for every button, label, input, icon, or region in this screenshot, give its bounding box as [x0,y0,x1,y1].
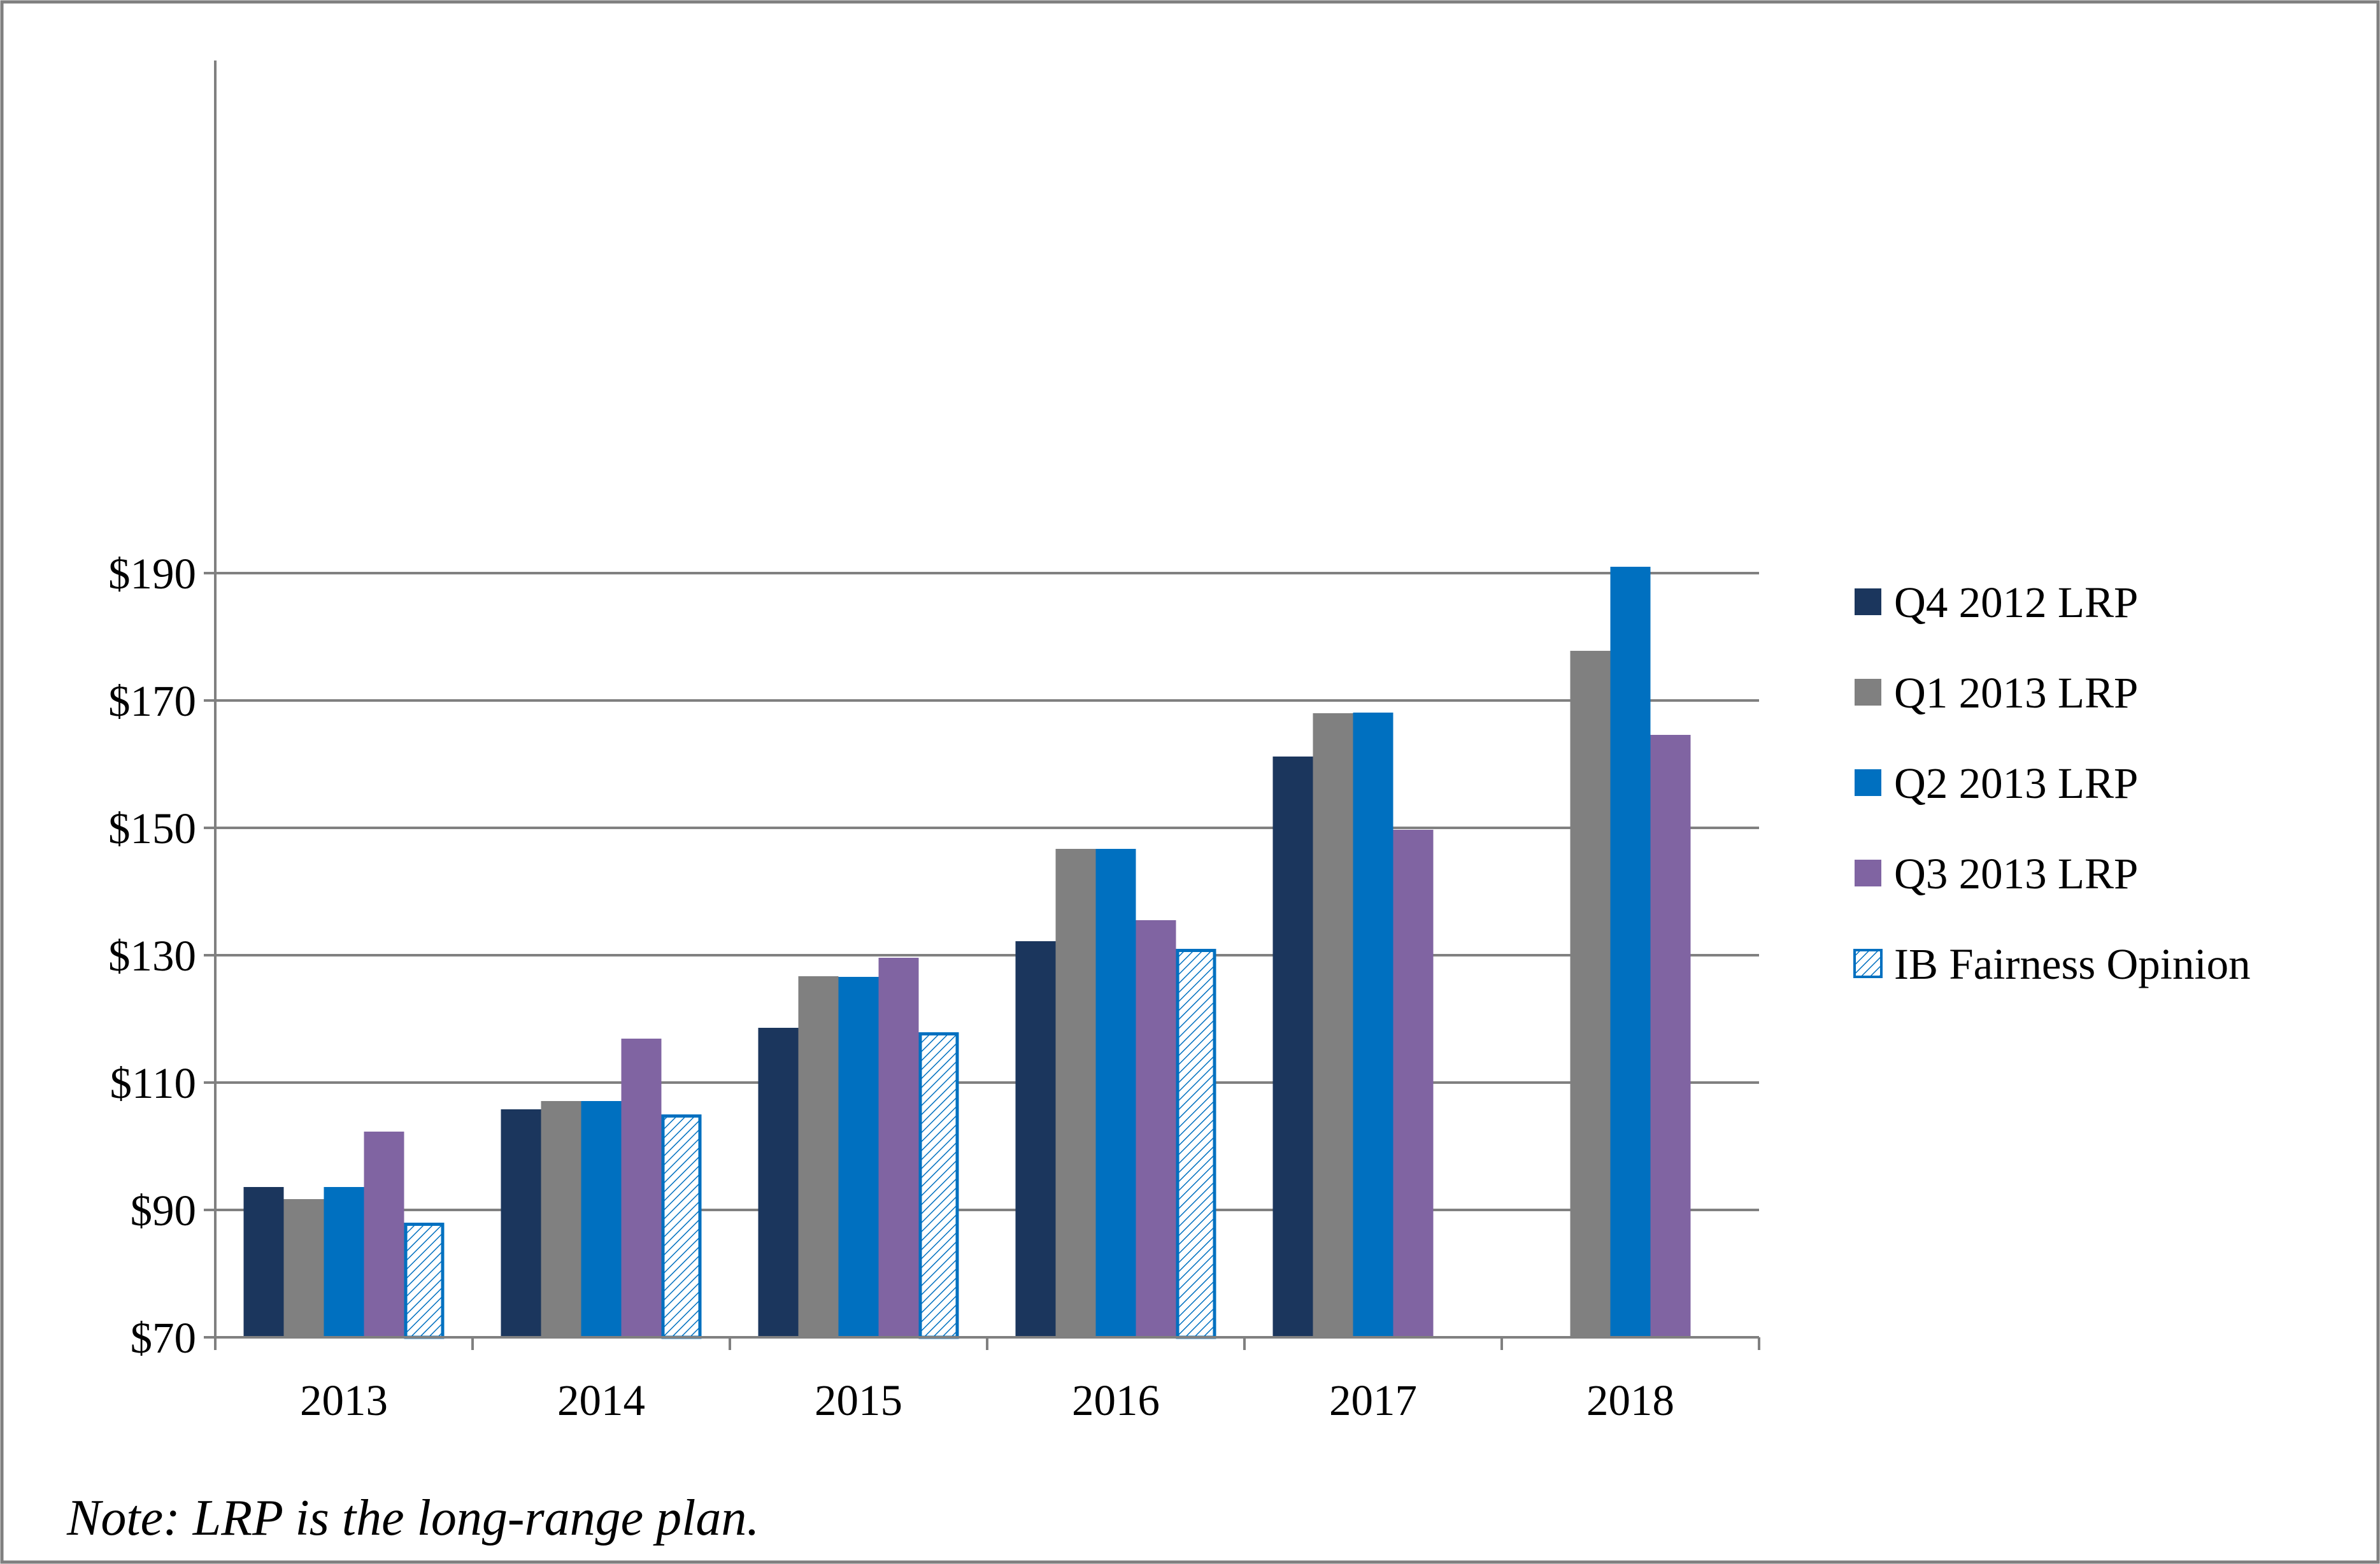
legend-label-q4-2012-lrp: Q4 2012 LRP [1894,578,2138,627]
y-tick-label-90: $90 [131,1186,197,1235]
x-axis-tick-labels: 2013 2014 2015 2016 2017 2018 [300,1376,1674,1425]
x-tick-label-2015: 2015 [815,1376,902,1425]
bar-q3-2013-lrp-2013 [364,1132,404,1337]
bar-q2-2013-lrp-2015 [838,977,879,1337]
bar-q4-2012-lrp-2013 [243,1187,284,1337]
bar-ib-fairness-opinion-2013 [404,1223,445,1339]
legend: Q4 2012 LRP Q1 2013 LRP Q2 2013 LRP Q3 2013… [1853,578,2251,988]
bar-q3-2013-lrp-2015 [878,958,919,1337]
grid-lines [215,572,1759,1211]
bar-q2-2013-lrp-2017 [1353,713,1393,1337]
legend-swatch-q2-2013-lrp [1855,769,1881,796]
bar-q4-2012-lrp-2015 [758,1028,799,1337]
bar-q2-2013-lrp-2013 [324,1187,364,1337]
legend-swatch-q4-2012-lrp [1855,588,1881,615]
x-tick-label-2018: 2018 [1586,1376,1674,1425]
legend-swatch-q1-2013-lrp [1855,679,1881,706]
y-tick-label-190: $190 [108,550,196,598]
x-tick-label-2016: 2016 [1072,1376,1160,1425]
x-tick-label-2013: 2013 [300,1376,388,1425]
legend-swatch-q3-2013-lrp [1855,860,1881,886]
y-axis-tick-labels: $70 $90 $110 $130 $150 $170 $190 [108,550,196,1362]
bar-ib-fairness-opinion-2016 [1176,949,1216,1339]
bar-q3-2013-lrp-2014 [621,1039,662,1337]
bar-q4-2012-lrp-2016 [1015,941,1056,1337]
bar-q1-2013-lrp-2017 [1313,713,1353,1337]
bars [243,567,1691,1339]
bar-q1-2013-lrp-2018 [1570,651,1611,1337]
legend-label-ib-fairness-opinion: IB Fairness Opinion [1894,940,2251,988]
legend-label-q1-2013-lrp: Q1 2013 LRP [1894,669,2138,717]
bar-q2-2013-lrp-2018 [1610,567,1651,1337]
y-tick-label-150: $150 [108,804,196,853]
bar-q1-2013-lrp-2016 [1055,849,1096,1337]
bar-ib-fairness-opinion-2014 [661,1114,702,1339]
bar-q1-2013-lrp-2013 [283,1199,324,1337]
y-tick-label-70: $70 [131,1314,197,1362]
bar-q4-2012-lrp-2014 [501,1109,541,1337]
bar-q3-2013-lrp-2017 [1393,830,1434,1337]
bar-q2-2013-lrp-2014 [581,1101,622,1337]
y-tick-label-110: $110 [110,1059,196,1107]
y-tick-label-130: $130 [108,932,196,980]
bar-q3-2013-lrp-2016 [1136,920,1176,1337]
bar-q3-2013-lrp-2018 [1650,735,1691,1337]
x-tick-label-2017: 2017 [1329,1376,1417,1425]
bar-q1-2013-lrp-2015 [798,976,839,1337]
legend-label-q2-2013-lrp: Q2 2013 LRP [1894,759,2138,807]
y-tick-label-170: $170 [108,677,196,725]
chart-note: Note: LRP is the long-range plan. [66,1490,759,1546]
axes [204,60,1760,1350]
legend-swatch-ib-fairness-opinion [1853,949,1883,978]
bar-q1-2013-lrp-2014 [541,1101,581,1337]
bar-ib-fairness-opinion-2015 [918,1032,959,1339]
bar-q4-2012-lrp-2017 [1272,757,1313,1337]
x-tick-label-2014: 2014 [557,1376,645,1425]
bar-q2-2013-lrp-2016 [1095,849,1136,1337]
legend-label-q3-2013-lrp: Q3 2013 LRP [1894,850,2138,898]
